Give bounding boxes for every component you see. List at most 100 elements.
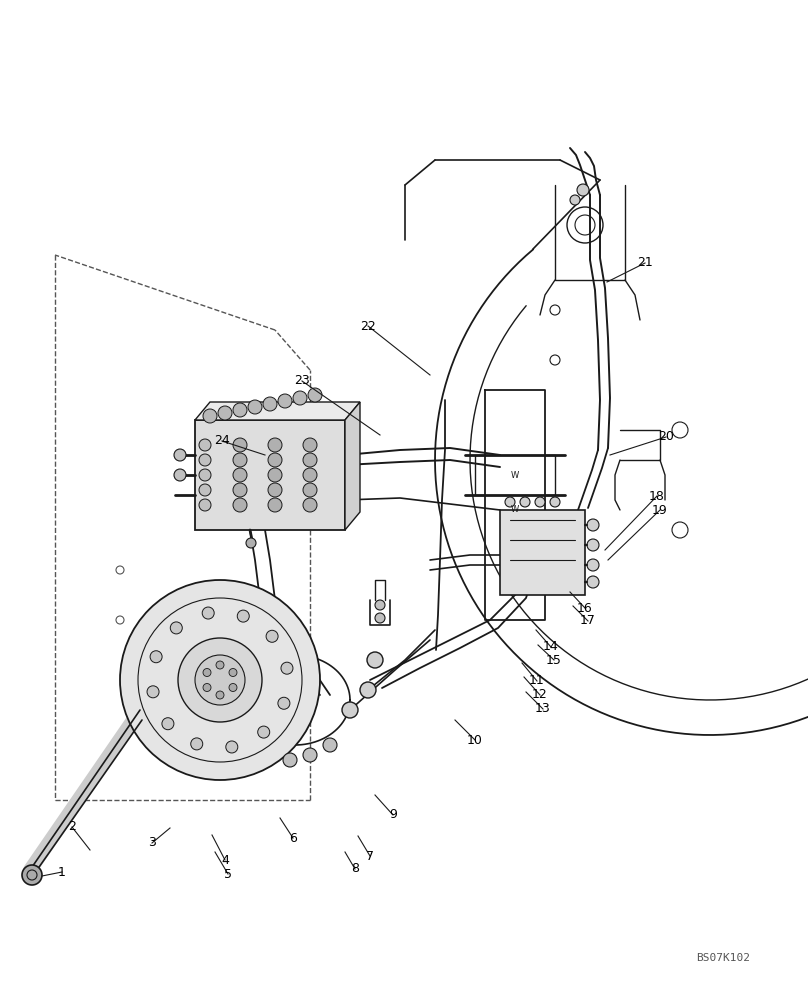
- Text: 11: 11: [529, 674, 545, 688]
- Circle shape: [308, 388, 322, 402]
- Circle shape: [225, 741, 238, 753]
- Circle shape: [278, 697, 290, 709]
- Circle shape: [229, 684, 237, 692]
- Circle shape: [191, 738, 203, 750]
- Text: 17: 17: [580, 614, 596, 628]
- Circle shape: [375, 613, 385, 623]
- Circle shape: [323, 738, 337, 752]
- Text: 5: 5: [224, 867, 232, 880]
- Text: 16: 16: [577, 601, 593, 614]
- Circle shape: [268, 438, 282, 452]
- Circle shape: [587, 559, 599, 571]
- Text: 23: 23: [294, 374, 310, 387]
- Text: BS07K102: BS07K102: [696, 953, 750, 963]
- Text: 14: 14: [543, 641, 559, 654]
- Circle shape: [147, 686, 159, 698]
- Circle shape: [174, 469, 186, 481]
- Circle shape: [587, 576, 599, 588]
- Circle shape: [199, 484, 211, 496]
- Polygon shape: [195, 402, 360, 420]
- Circle shape: [367, 652, 383, 668]
- Circle shape: [199, 454, 211, 466]
- Circle shape: [216, 661, 224, 669]
- Circle shape: [248, 400, 262, 414]
- Circle shape: [283, 753, 297, 767]
- Circle shape: [150, 651, 162, 663]
- Circle shape: [303, 748, 317, 762]
- Circle shape: [233, 468, 247, 482]
- Text: W: W: [511, 506, 519, 514]
- Circle shape: [268, 483, 282, 497]
- Circle shape: [535, 497, 545, 507]
- Circle shape: [577, 184, 589, 196]
- Text: 6: 6: [289, 832, 297, 844]
- Text: 10: 10: [467, 734, 483, 746]
- Circle shape: [229, 668, 237, 676]
- Circle shape: [550, 497, 560, 507]
- Circle shape: [218, 406, 232, 420]
- Circle shape: [303, 453, 317, 467]
- Text: 3: 3: [148, 836, 156, 850]
- Text: 20: 20: [658, 430, 674, 444]
- Circle shape: [342, 702, 358, 718]
- Polygon shape: [195, 420, 345, 530]
- Circle shape: [233, 403, 247, 417]
- Text: 24: 24: [214, 434, 229, 448]
- Circle shape: [303, 498, 317, 512]
- Text: 21: 21: [638, 256, 653, 269]
- Text: 22: 22: [360, 320, 376, 332]
- Circle shape: [120, 580, 320, 780]
- Circle shape: [203, 668, 211, 676]
- Text: 2: 2: [68, 820, 76, 834]
- Circle shape: [233, 453, 247, 467]
- Circle shape: [303, 468, 317, 482]
- Text: 13: 13: [535, 702, 551, 716]
- Circle shape: [303, 438, 317, 452]
- Circle shape: [268, 498, 282, 512]
- Circle shape: [263, 397, 277, 411]
- Circle shape: [238, 610, 249, 622]
- Circle shape: [278, 394, 292, 408]
- Circle shape: [216, 691, 224, 699]
- Circle shape: [203, 409, 217, 423]
- Text: 12: 12: [532, 688, 548, 702]
- Circle shape: [268, 468, 282, 482]
- Circle shape: [570, 195, 580, 205]
- Circle shape: [520, 497, 530, 507]
- Text: 8: 8: [351, 862, 359, 876]
- Circle shape: [587, 519, 599, 531]
- Circle shape: [258, 726, 270, 738]
- Circle shape: [199, 469, 211, 481]
- Circle shape: [266, 630, 278, 642]
- Circle shape: [505, 497, 515, 507]
- Circle shape: [303, 483, 317, 497]
- Text: 18: 18: [649, 489, 665, 502]
- Circle shape: [281, 662, 293, 674]
- Text: 15: 15: [546, 654, 562, 666]
- Circle shape: [170, 622, 183, 634]
- Circle shape: [22, 865, 42, 885]
- Circle shape: [233, 483, 247, 497]
- Circle shape: [233, 498, 247, 512]
- Circle shape: [162, 718, 174, 730]
- Circle shape: [360, 682, 376, 698]
- Circle shape: [293, 391, 307, 405]
- Circle shape: [203, 684, 211, 692]
- Polygon shape: [345, 402, 360, 530]
- Circle shape: [199, 439, 211, 451]
- Text: W: W: [511, 471, 519, 480]
- Text: 9: 9: [389, 808, 397, 822]
- Text: 1: 1: [58, 865, 66, 879]
- Circle shape: [202, 607, 214, 619]
- Text: 19: 19: [652, 504, 668, 516]
- Polygon shape: [500, 510, 585, 595]
- Text: 7: 7: [366, 850, 374, 862]
- Circle shape: [174, 449, 186, 461]
- Circle shape: [233, 438, 247, 452]
- Circle shape: [199, 499, 211, 511]
- Circle shape: [587, 539, 599, 551]
- Circle shape: [246, 538, 256, 548]
- Circle shape: [268, 453, 282, 467]
- Circle shape: [195, 655, 245, 705]
- Circle shape: [375, 600, 385, 610]
